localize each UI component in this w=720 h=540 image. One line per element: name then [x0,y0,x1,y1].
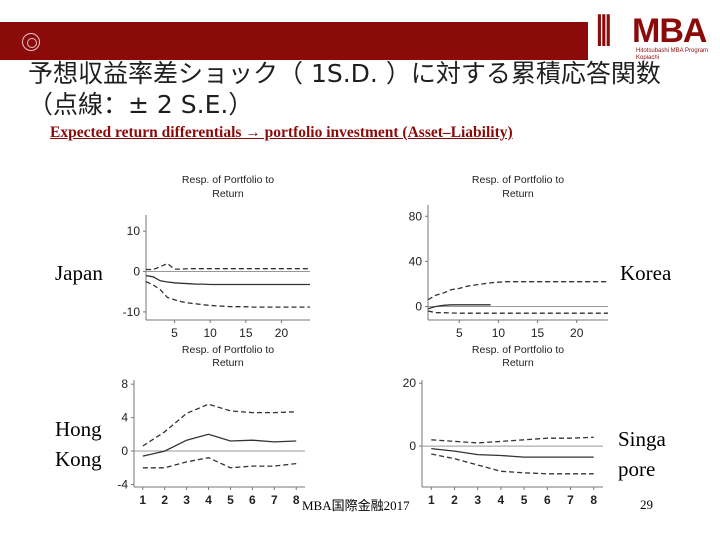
label-singapore-line2: pore [618,457,656,481]
x-tick-label: 6 [544,493,551,507]
y-tick-label: 10 [127,224,141,238]
x-tick-label: 5 [171,326,178,340]
x-tick-label: 2 [451,493,458,507]
x-tick-label: 5 [521,493,528,507]
chart-title: Resp. of Portfolio to [182,174,274,186]
x-tick-label: 8 [293,493,300,507]
x-tick-label: 1 [428,493,435,507]
x-tick-label: 5 [227,493,234,507]
slide-subtitle: Expected return differentials → portfoli… [50,124,513,141]
x-tick-label: 10 [203,326,217,340]
slide-title-line2: （点線：± 2 S.E.） [28,90,254,119]
y-tick-label: -4 [117,477,128,491]
x-tick-label: 15 [239,326,253,340]
series-lower-line [145,281,310,308]
series-lower-line [431,453,594,475]
singapore-chart: 0 20 1 2 3 4 5 6 7 8 [403,376,603,507]
label-singapore-line1: Singa [618,427,666,451]
label-japan: Japan [55,261,103,285]
series-estimate-line [427,304,491,310]
label-singapore: Singa pore [618,424,666,484]
y-tick-label: 80 [409,209,423,223]
university-seal-icon [22,33,40,51]
x-tick-label: 1 [139,493,146,507]
y-tick-label: 4 [121,411,128,425]
series-lower-line [142,457,297,469]
chart-title: Return [212,188,244,200]
x-tick-label: 4 [205,493,212,507]
x-tick-label: 15 [531,326,545,340]
slide-title: 予想収益率差ショック（ 1S.D. ）に対する累積応答関数 （点線：± 2 S.… [28,58,661,120]
y-tick-label: 0 [133,265,140,279]
x-tick-label: 3 [474,493,481,507]
x-tick-label: 2 [161,493,168,507]
y-tick-label: 8 [121,377,128,391]
mba-logo: ⫼ MBA Hitotsubashi MBA Program Kopiachi [596,10,714,66]
x-tick-label: 4 [498,493,505,507]
label-hongkong: Hong Kong [55,414,102,474]
x-tick-label: 10 [492,326,506,340]
series-estimate-line [145,274,310,286]
logo-subtext: Hitotsubashi MBA Program Kopiachi [636,48,709,61]
series-upper-line [142,403,297,447]
x-tick-label: 20 [275,326,289,340]
logo-mark-icon: ⫼ [596,12,612,50]
series-upper-line [427,281,608,301]
logo-text: MBA [632,12,707,50]
page-number: 29 [640,497,653,512]
y-tick-label: 0 [415,299,422,313]
chart-x-label: Resp. of Portfolio to [472,344,564,356]
x-tick-label: 20 [570,326,584,340]
chart-x-label: Resp. of Portfolio to [182,344,274,356]
footer-text: MBA国際金融2017 [302,498,410,513]
label-hongkong-line1: Hong [55,417,102,441]
slide-title-line1: 予想収益率差ショック（ 1S.D. ）に対する累積応答関数 [28,59,661,88]
x-tick-label: 3 [183,493,190,507]
y-tick-label: 20 [403,376,417,390]
chart-x-label: Return [502,357,534,369]
header-bar [0,22,588,60]
label-hongkong-line2: Kong [55,447,102,471]
series-upper-line [431,436,594,444]
y-tick-label: 0 [409,439,416,453]
x-tick-label: 7 [567,493,574,507]
series-estimate-line [431,447,594,458]
y-tick-label: 40 [409,254,423,268]
label-korea: Korea [620,261,672,285]
x-tick-label: 6 [249,493,256,507]
series-estimate-line [142,433,297,457]
chart-title: Return [502,188,534,200]
series-lower-line [427,310,608,314]
x-tick-label: 5 [456,326,463,340]
y-tick-label: -10 [123,305,141,319]
chart-title: Resp. of Portfolio to [472,174,564,186]
x-tick-label: 8 [590,493,597,507]
series-upper-line [146,262,310,271]
x-tick-label: 7 [271,493,278,507]
chart-x-label: Return [212,357,244,369]
y-tick-label: 0 [121,444,128,458]
